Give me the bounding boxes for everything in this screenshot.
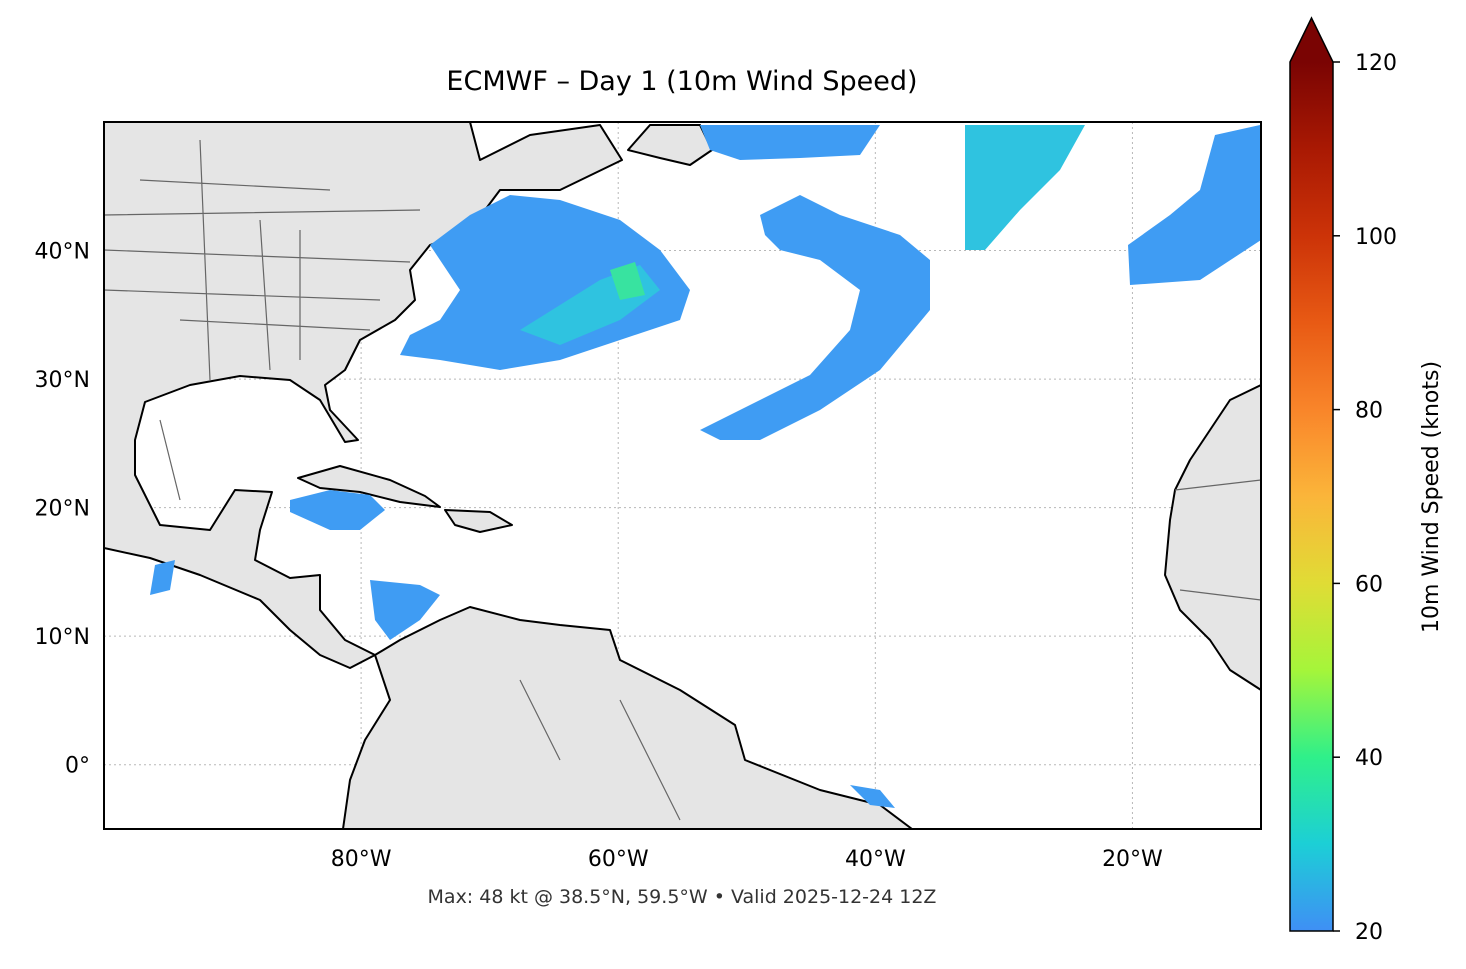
map-area bbox=[104, 122, 1261, 829]
lat-tick-label: 40°N bbox=[35, 240, 90, 265]
lon-tick-label: 20°W bbox=[1102, 847, 1163, 872]
lat-tick-label: 0° bbox=[65, 754, 90, 779]
state-borders bbox=[104, 139, 1261, 821]
colorbar-extend bbox=[1290, 18, 1333, 62]
africa bbox=[1164, 384, 1261, 691]
wind-area bbox=[850, 785, 895, 808]
colorbar-frame bbox=[1289, 16, 1334, 932]
wind-area bbox=[610, 262, 645, 300]
colorbar-tick-label: 120 bbox=[1355, 51, 1397, 76]
wind-area bbox=[400, 195, 690, 370]
footer-note: Max: 48 kt @ 38.5°N, 59.5°W • Valid 2025… bbox=[428, 886, 937, 908]
colorbar-tick-label: 100 bbox=[1355, 225, 1397, 250]
colorbar bbox=[1290, 62, 1333, 931]
wind-area bbox=[965, 125, 1085, 250]
colorbar-ticks: 20 40 60 80 100 120 bbox=[1333, 51, 1397, 945]
lon-tick-label: 40°W bbox=[845, 847, 906, 872]
wind-area bbox=[700, 125, 880, 160]
wind-area bbox=[1128, 125, 1261, 285]
colorbar-tick-label: 40 bbox=[1355, 746, 1383, 771]
lon-tick-label: 80°W bbox=[331, 847, 392, 872]
colorbar-tick-label: 80 bbox=[1355, 399, 1383, 424]
map-frame bbox=[103, 121, 1262, 830]
hispaniola bbox=[444, 509, 513, 533]
wind-area bbox=[150, 560, 175, 595]
lat-ticks: 0° 10°N 20°N 30°N 40°N bbox=[35, 240, 90, 779]
cuba bbox=[297, 465, 441, 508]
map-title: ECMWF – Day 1 (10m Wind Speed) bbox=[446, 66, 917, 97]
north-america bbox=[104, 122, 623, 669]
lat-tick-label: 10°N bbox=[35, 625, 90, 650]
wind-area bbox=[700, 195, 930, 440]
colorbar-label: 10m Wind Speed (knots) bbox=[1419, 361, 1444, 633]
wind-area bbox=[290, 490, 385, 530]
south-america bbox=[342, 606, 913, 829]
colorbar-tick-label: 20 bbox=[1355, 920, 1383, 945]
lat-tick-label: 30°N bbox=[35, 368, 90, 393]
lat-tick-label: 20°N bbox=[35, 497, 90, 522]
wind-area bbox=[370, 580, 440, 640]
colorbar-tick-label: 60 bbox=[1355, 572, 1383, 597]
lon-ticks: 80°W 60°W 40°W 20°W bbox=[331, 847, 1163, 872]
lon-tick-label: 60°W bbox=[588, 847, 649, 872]
